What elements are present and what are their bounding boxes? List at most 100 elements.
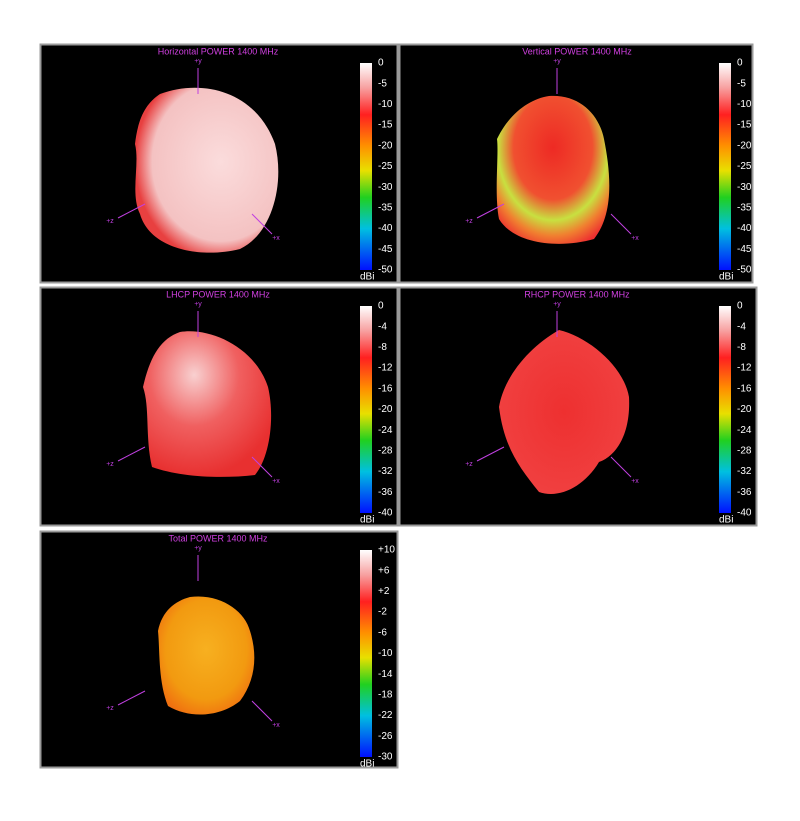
axis-label: +y: [194, 545, 202, 552]
axis-label: +x: [272, 722, 280, 729]
axis-label: +x: [631, 478, 639, 485]
axis-line: [251, 700, 273, 722]
colorbar-tick-label: -35: [737, 203, 752, 214]
colorbar-tick-label: +2: [378, 586, 390, 597]
colorbar-tick-label: -45: [378, 244, 393, 255]
colorbar-tick-label: -30: [378, 752, 393, 763]
panel-title: RHCP POWER 1400 MHz: [524, 289, 630, 299]
colorbar-tick-label: -25: [378, 161, 393, 172]
colorbar-tick-label: -24: [737, 425, 752, 436]
colorbar-tick-label: -40: [737, 508, 752, 519]
panel-title: Total POWER 1400 MHz: [168, 533, 268, 543]
panel-title: LHCP POWER 1400 MHz: [166, 289, 270, 299]
colorbar-tick-label: -28: [378, 446, 393, 457]
colorbar-unit: dBi: [719, 272, 733, 283]
colorbar-tick-label: -12: [737, 363, 752, 374]
colorbar-tick-label: +10: [378, 545, 395, 556]
colorbar-tick-label: -20: [378, 404, 393, 415]
axis-line: [117, 690, 146, 706]
colorbar-unit: dBi: [360, 515, 374, 526]
colorbar-tick-label: -20: [737, 404, 752, 415]
colorbar-unit: dBi: [360, 759, 374, 770]
colorbar-tick-label: 0: [737, 301, 743, 312]
colorbar-tick-label: -10: [378, 648, 393, 659]
colorbar-tick-label: -5: [737, 78, 746, 89]
axis-line: [251, 213, 273, 235]
panel: Vertical POWER 1400 MHz +y +z +x 0 -5 -10 -15 -2…: [398, 43, 754, 284]
axis-line: [610, 213, 632, 235]
panel: LHCP POWER 1400 MHz +y +z +x 0 -4 -8 -12 -16 -20 -…: [39, 286, 399, 527]
colorbar-tick-label: -50: [737, 265, 752, 276]
panel: Horizontal POWER 1400 MHz +y +z +x 0 -5 -10 -15…: [39, 43, 399, 284]
axis-label: +z: [106, 218, 114, 225]
colorbar: [719, 306, 731, 513]
panel-title: Horizontal POWER 1400 MHz: [158, 46, 279, 56]
colorbar-tick-label: -16: [737, 383, 752, 394]
colorbar-tick-label: -28: [737, 446, 752, 457]
axis-label: +x: [272, 478, 280, 485]
colorbar-tick-label: -10: [737, 99, 752, 110]
axis-label: +z: [106, 705, 114, 712]
colorbar-tick-label: -40: [378, 223, 393, 234]
colorbar-tick-label: 0: [737, 58, 743, 69]
axis-label: +y: [194, 58, 202, 65]
colorbar-tick-label: -30: [737, 182, 752, 193]
radiation-pattern: [499, 330, 630, 494]
colorbar-tick-label: -36: [378, 487, 393, 498]
colorbar-tick-label: -20: [737, 140, 752, 151]
panel-title: Vertical POWER 1400 MHz: [522, 46, 632, 56]
axis-label: +y: [553, 58, 561, 65]
colorbar-tick-label: 0: [378, 301, 384, 312]
colorbar-tick-label: -45: [737, 244, 752, 255]
colorbar-tick-label: -10: [378, 99, 393, 110]
axis-label: +x: [631, 235, 639, 242]
axis-label: +z: [465, 461, 473, 468]
colorbar-tick-label: -4: [737, 321, 746, 332]
colorbar-tick-label: -15: [737, 120, 752, 131]
colorbar-tick-label: -25: [737, 161, 752, 172]
axis-line: [476, 446, 505, 462]
axis-label: +y: [194, 301, 202, 308]
colorbar-tick-label: -20: [378, 140, 393, 151]
radiation-pattern: [143, 331, 272, 477]
colorbar-tick-label: -2: [378, 607, 387, 618]
panel-background: [398, 43, 754, 284]
colorbar: [360, 550, 372, 757]
colorbar: [360, 306, 372, 513]
colorbar-unit: dBi: [360, 272, 374, 283]
colorbar-tick-label: -26: [378, 731, 393, 742]
colorbar-tick-label: -22: [378, 710, 393, 721]
colorbar: [360, 63, 372, 270]
axis-line: [476, 203, 505, 219]
axis-line: [117, 446, 146, 462]
colorbar-tick-label: -35: [378, 203, 393, 214]
axis-line: [610, 456, 632, 478]
radiation-pattern: [496, 95, 610, 244]
colorbar-unit: dBi: [719, 515, 733, 526]
colorbar: [719, 63, 731, 270]
colorbar-tick-label: -5: [378, 78, 387, 89]
colorbar-tick-label: -8: [378, 342, 387, 353]
colorbar-tick-label: -15: [378, 120, 393, 131]
radiation-pattern: [158, 596, 255, 715]
panel: RHCP POWER 1400 MHz +y +z +x 0 -4 -8 -12 -16 -20 -…: [398, 286, 758, 527]
colorbar-tick-label: +6: [378, 565, 390, 576]
colorbar-tick-label: -8: [737, 342, 746, 353]
colorbar-tick-label: -16: [378, 383, 393, 394]
colorbar-tick-label: -32: [737, 466, 752, 477]
colorbar-tick-label: -14: [378, 669, 393, 680]
colorbar-tick-label: -6: [378, 627, 387, 638]
colorbar-tick-label: -36: [737, 487, 752, 498]
colorbar-tick-label: -40: [378, 508, 393, 519]
colorbar-tick-label: -40: [737, 223, 752, 234]
colorbar-tick-label: -30: [378, 182, 393, 193]
colorbar-tick-label: -18: [378, 690, 393, 701]
axis-label: +y: [553, 301, 561, 308]
colorbar-tick-label: -4: [378, 321, 387, 332]
colorbar-tick-label: -12: [378, 363, 393, 374]
colorbar-tick-label: -32: [378, 466, 393, 477]
colorbar-tick-label: 0: [378, 58, 384, 69]
radiation-pattern: [135, 87, 279, 253]
axis-line: [251, 456, 273, 478]
